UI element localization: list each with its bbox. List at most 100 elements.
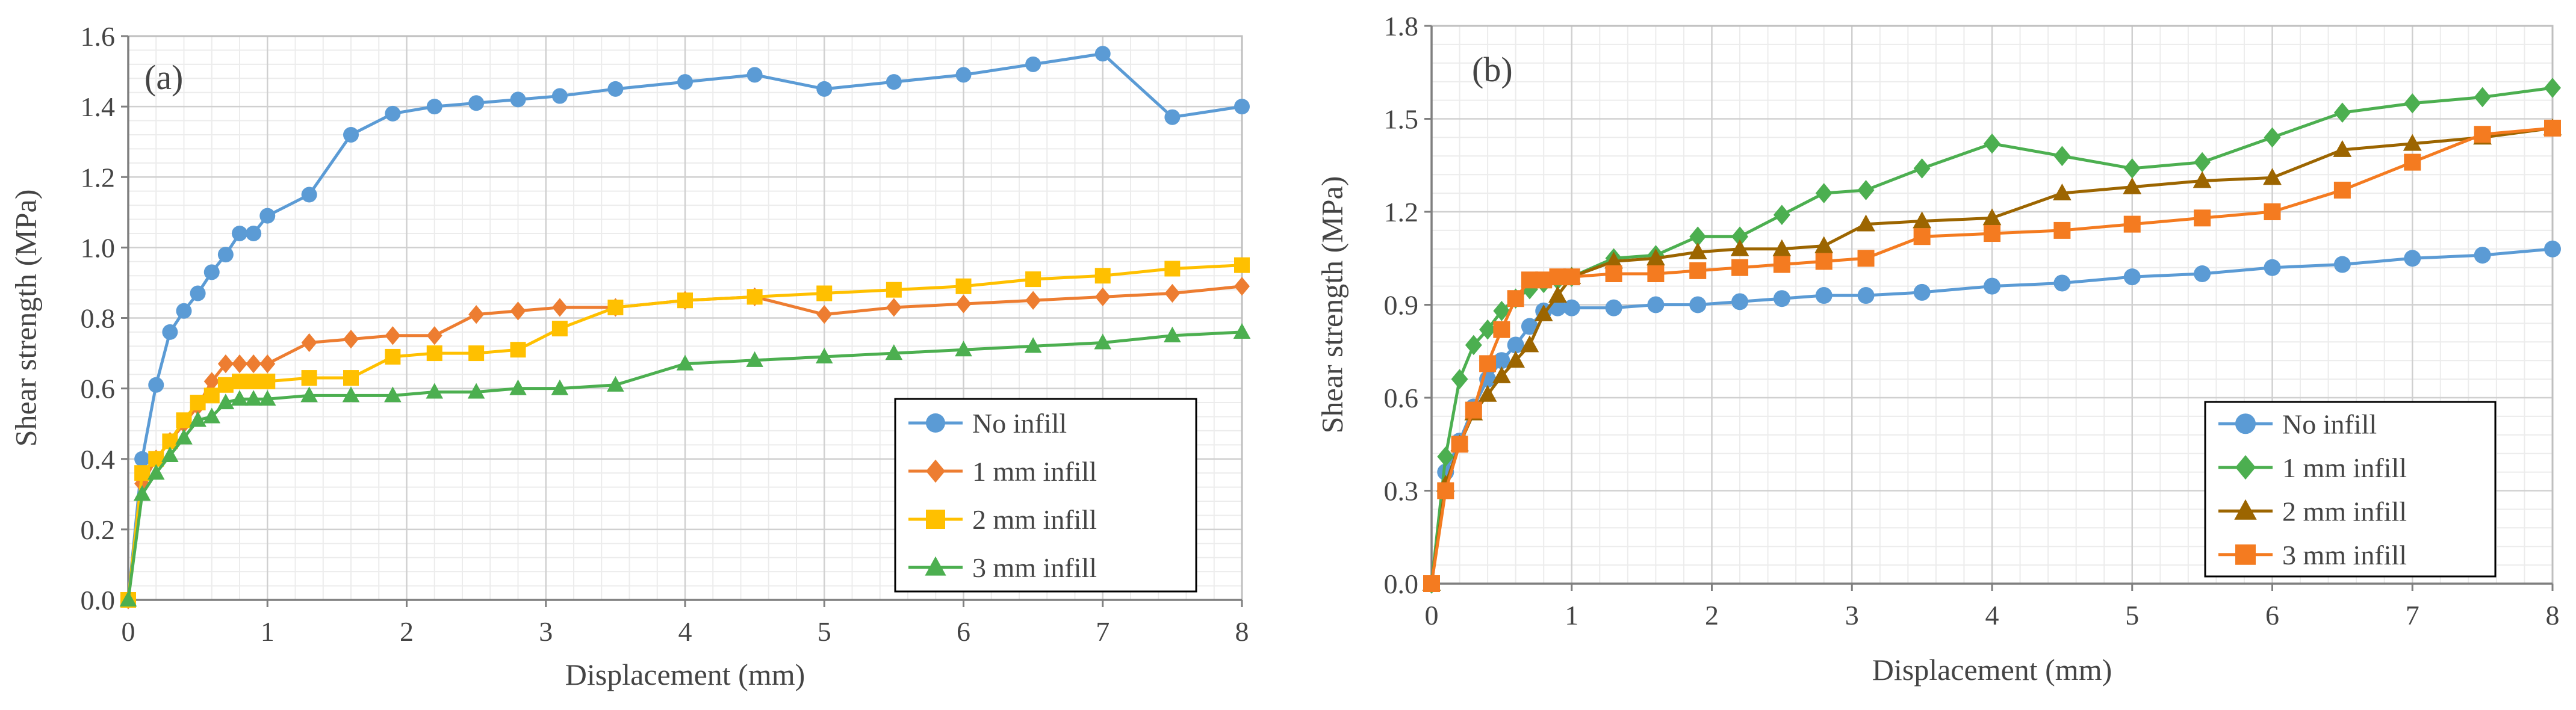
data-point-triangle [244,390,262,406]
data-point-square [510,342,526,358]
x-tick-label: 5 [818,616,831,647]
data-point-circle [1773,290,1790,307]
data-point-square [607,299,624,315]
data-point-circle [1605,299,1622,316]
data-point-circle [385,105,401,122]
data-point-square [2053,221,2071,239]
data-point-square [1563,268,1580,286]
data-point-circle [1815,287,1833,304]
data-point-circle [886,74,902,90]
series-line [1430,126,2553,584]
series-3-mm-infill [1423,119,2561,592]
data-point-triangle [133,485,151,501]
y-axis-title: Shear strength (MPa) [1315,176,1349,434]
data-point-square [1773,256,1790,273]
data-point-triangle [2403,134,2422,151]
data-point-diamond [551,298,568,317]
data-point-square [426,345,442,362]
data-point-triangle [2052,184,2072,200]
data-point-square [301,370,317,386]
data-point-square [385,348,401,365]
data-point-diamond [1689,226,1707,247]
data-point-diamond [2123,158,2141,179]
data-point-diamond [301,333,317,353]
data-point-square [176,412,192,428]
data-point-triangle [2333,140,2352,157]
legend-swatch-marker [925,556,946,576]
y-tick-label: 0.2 [81,514,116,545]
legend-entry-label: 3 mm infill [972,552,1097,583]
data-point-triangle [1534,304,1553,321]
data-point-triangle [746,351,763,367]
data-point-circle [1731,293,1749,310]
data-point-triangle [1814,236,1834,253]
data-point-square [2194,209,2211,227]
y-axis-title: Shear strength (MPa) [8,190,42,447]
data-point-triangle [426,383,444,399]
y-tick-label: 1.4 [81,91,116,122]
data-point-diamond [232,354,247,374]
data-point-square [1984,225,2000,242]
panel-label: (b) [1472,50,1513,89]
data-point-square [1423,575,1440,592]
data-point-diamond [2544,78,2561,98]
series-line [1430,86,2553,584]
data-point-circle [134,451,151,467]
y-tick-label: 0.8 [81,303,116,334]
data-point-triangle [161,446,179,462]
data-point-triangle [258,390,276,406]
data-point-triangle [815,347,833,363]
panel-label: (a) [144,58,183,97]
data-point-square [1164,261,1181,277]
data-point-circle [2194,265,2211,282]
data-point-circle [1913,283,1931,301]
data-point-triangle [2263,168,2282,185]
data-point-diamond [816,305,833,324]
data-point-diamond [1913,158,1931,179]
chart-panel-a: 0 1 2 3 4 5 6 7 8 0.0 0.2 0.4 0.6 0.8 1.0 1.2 1.4 1.6 Disp… [8,21,1251,691]
data-point-circle [176,303,192,319]
data-point-triangle [607,375,624,392]
series-line [126,52,1243,600]
x-tick-label: 4 [678,616,692,647]
y-tick-label: 0.0 [81,585,116,616]
data-point-triangle [1094,333,1112,350]
data-point-square [2123,215,2141,233]
data-point-triangle [1772,239,1792,256]
data-point-triangle [119,591,137,607]
data-point-diamond [2333,102,2351,123]
data-point-circle [232,225,247,241]
data-point-diamond [2264,127,2281,148]
data-point-circle [1563,299,1580,316]
data-point-circle [510,91,526,108]
legend-swatch-marker [2234,499,2257,520]
y-tick-label: 1.5 [1384,104,1419,135]
data-point-circle [1984,277,2000,295]
data-point-circle [246,225,262,241]
x-tick-label: 1 [261,616,275,647]
data-point-square [1731,259,1749,276]
data-point-circle [2474,247,2491,264]
legend-entry-label: No infill [2282,409,2377,439]
data-point-diamond [217,354,234,374]
data-point-circle [2544,240,2561,258]
data-point-triangle [955,341,972,357]
legend: No infill 1 mm infill 2 mm infill 3 mm infi… [894,398,1197,593]
data-point-square [1647,265,1665,282]
legend-swatch-marker [2235,413,2256,434]
legend: No infill 1 mm infill 2 mm infill 3 mm infi… [2204,401,2497,578]
data-point-triangle [1730,239,1749,256]
data-point-square [746,289,763,305]
data-point-triangle [217,394,235,410]
data-point-square [551,321,568,337]
data-point-diamond [1465,335,1482,356]
data-point-square [246,373,262,389]
legend-swatch-marker [2235,544,2256,565]
data-point-circle [551,88,568,104]
data-point-diamond [2404,93,2421,114]
data-point-square [1857,250,1875,267]
data-point-diamond [1164,283,1181,303]
data-point-square [2333,181,2351,199]
data-point-triangle [467,383,485,399]
x-tick-label: 6 [2265,600,2279,631]
